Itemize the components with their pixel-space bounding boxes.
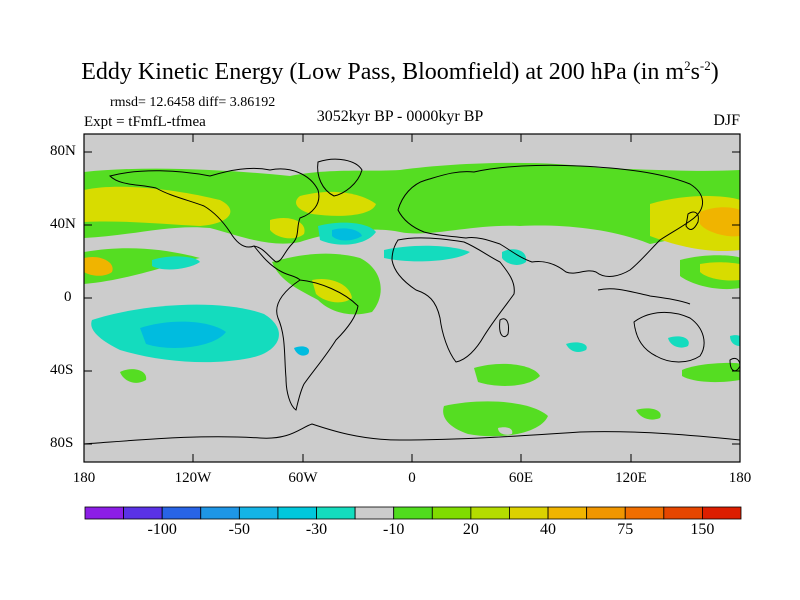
- central-pacific-yellow-right: [700, 262, 740, 281]
- lon-label-60e: 60E: [508, 470, 534, 486]
- colorbar-swatch-13: [586, 506, 626, 520]
- axis-ticks: [84, 134, 740, 462]
- indonesia-coast: [597, 288, 691, 305]
- coastlines: [84, 158, 740, 445]
- title-sup-2: -2: [699, 58, 711, 73]
- colorbar-label--10: -10: [383, 521, 405, 538]
- tasman-cyan: [668, 336, 689, 348]
- lat-label-40n: 40N: [50, 216, 76, 232]
- season-label: DJF: [713, 112, 740, 129]
- south-pacific-green-east: [682, 362, 740, 383]
- north-pacific-yellow: [84, 186, 231, 226]
- colorbar-label--30: -30: [305, 521, 328, 538]
- southwest-cyan: [566, 342, 587, 352]
- colorbar-swatch-5: [277, 506, 317, 520]
- lon-label-0: 0: [408, 470, 416, 486]
- madagascar-coast: [499, 318, 509, 338]
- colorbar-label-20: 20: [462, 521, 479, 538]
- lat-label-80s: 80S: [50, 435, 74, 451]
- colorbar-swatch-16: [702, 506, 742, 520]
- title-mid: s: [690, 59, 700, 85]
- australia-coast: [633, 312, 705, 363]
- colorbar-swatch-2: [161, 506, 202, 520]
- lon-label-180e: 180: [728, 470, 752, 486]
- south-pacific-green-west: [120, 369, 147, 383]
- subtropical-cyan-mid: [384, 245, 470, 262]
- greenland-coast: [317, 158, 363, 197]
- colorbar-swatch-0: [84, 506, 124, 520]
- anomaly-shading: [84, 162, 740, 437]
- japan-coast: [685, 211, 699, 230]
- time-period-label: 3052kyr BP - 0000kyr BP: [316, 108, 484, 125]
- south-pacific-cyan-core: [140, 321, 226, 348]
- colorbar-swatch-3: [200, 506, 240, 520]
- colorbar-swatch-12: [547, 506, 588, 520]
- arabian-cyan: [502, 249, 527, 265]
- colorbar-swatch-10: [470, 506, 510, 520]
- colorbar-swatch-1: [123, 506, 163, 520]
- title-close: ): [710, 59, 719, 85]
- africa-coast: [391, 237, 515, 363]
- colorbar-label--100: -100: [147, 521, 177, 538]
- plot-title: Eddy Kinetic Energy (Low Pass, Bloomfiel…: [0, 58, 800, 86]
- colorbar-label-75: 75: [617, 521, 634, 538]
- north-america-coast: [109, 167, 320, 263]
- rmsd-diff-stats: rmsd= 12.6458 diff= 3.86192: [110, 95, 276, 110]
- colorbar-label-40: 40: [540, 521, 557, 538]
- colorbar-swatch-11: [509, 506, 549, 520]
- south-indian-cyan: [730, 335, 740, 346]
- lon-label-120e: 120E: [615, 470, 647, 486]
- southern-ocean-gray-hole: [498, 427, 513, 435]
- us-yellow: [270, 217, 305, 239]
- colorbar-swatch-14: [624, 506, 665, 520]
- south-america-coast: [276, 279, 359, 411]
- colorbar-swatch-8: [393, 506, 433, 520]
- southern-ocean-green: [443, 401, 548, 437]
- lat-label-80n: 80N: [50, 143, 76, 159]
- north-atlantic-cyan-core: [332, 228, 362, 241]
- colorbar-label--50: -50: [228, 521, 251, 538]
- title-text: Eddy Kinetic Energy (Low Pass, Bloomfiel…: [81, 59, 685, 85]
- colorbar: [84, 506, 742, 520]
- subtropical-cyan-west: [152, 256, 200, 270]
- nh-green-band: [84, 162, 740, 244]
- colorbar-swatch-9: [431, 506, 472, 520]
- lon-label-60w: 60W: [288, 470, 318, 486]
- south-pacific-cyan-small: [294, 346, 310, 356]
- north-atlantic-yellow: [296, 191, 376, 216]
- lon-label-180w: 180: [72, 470, 96, 486]
- lat-label-0: 0: [64, 289, 72, 305]
- colorbar-swatch-7: [354, 506, 395, 520]
- south-atlantic-green: [474, 363, 540, 386]
- antarctica-coast: [84, 423, 740, 445]
- lat-label-40s: 40S: [50, 362, 74, 378]
- lon-label-120w: 120W: [174, 470, 212, 486]
- southern-ocean-green-small: [636, 408, 661, 420]
- colorbar-swatch-15: [663, 506, 703, 520]
- title-sup-1: 2: [684, 58, 691, 73]
- colorbar-label-150: 150: [690, 521, 715, 538]
- new-zealand-coast: [729, 357, 740, 372]
- west-pacific-orange: [700, 207, 740, 237]
- central-america-coast: [253, 245, 301, 281]
- colorbar-swatch-4: [238, 506, 279, 520]
- east-pacific-orange: [84, 256, 113, 276]
- colorbar-swatch-6: [316, 506, 356, 520]
- experiment-label: Expt = tFmfL-tfmea: [84, 114, 206, 130]
- eurasia-coast: [397, 164, 703, 277]
